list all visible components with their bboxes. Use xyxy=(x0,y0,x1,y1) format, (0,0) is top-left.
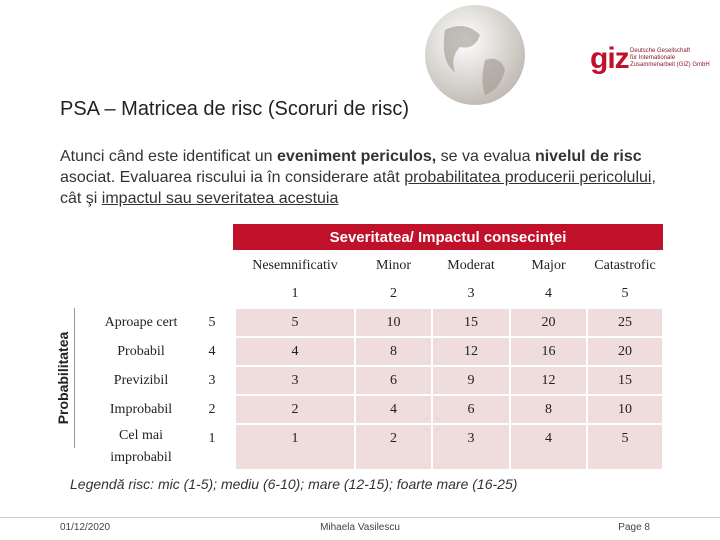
matrix-cell: 5 xyxy=(587,424,663,470)
paragraph-segment: Atunci când este identificat un xyxy=(60,148,278,165)
column-label: Nesemnificativ xyxy=(252,258,338,273)
footer-date: 01/12/2020 xyxy=(60,522,111,533)
legend: Legendă risc: mic (1-5); mediu (6-10); m… xyxy=(70,476,518,492)
paragraph-segment: probabilitatea producerii pericolului xyxy=(404,169,652,186)
column-score: 5 xyxy=(621,286,629,301)
paragraph-segment: se va evalua xyxy=(436,148,535,165)
matrix-cell: 1 xyxy=(235,424,355,470)
globe xyxy=(425,5,525,105)
title: PSA – Matricea de risc (Scoruri de risc) xyxy=(60,98,409,120)
footer-line xyxy=(0,517,720,518)
footer-page: Page 8 xyxy=(618,522,650,533)
matrix-cell: 9 xyxy=(432,366,510,395)
matrix-cell: 10 xyxy=(355,308,432,337)
matrix-cell: 2 xyxy=(235,395,355,424)
row-score: 4 xyxy=(208,343,216,359)
footer-author: Mihaela Vasilescu xyxy=(320,522,400,533)
matrix-cell: 8 xyxy=(355,337,432,366)
matrix-cell: 16 xyxy=(510,337,587,366)
matrix-cell: 10 xyxy=(587,395,663,424)
paragraph-segment: asociat. Evaluarea riscului ia în consid… xyxy=(60,169,405,186)
column-label: Catastrofic xyxy=(594,258,656,273)
matrix-cell: 20 xyxy=(510,308,587,337)
logo: giz xyxy=(590,42,630,75)
matrix-cell: 4 xyxy=(510,424,587,470)
row-score: 3 xyxy=(208,372,216,388)
org-line: für Internationale xyxy=(630,55,676,61)
paragraph-segment: impactul sau severitatea acestuia xyxy=(101,190,339,207)
matrix-cell: 4 xyxy=(355,395,432,424)
matrix-cell: 15 xyxy=(587,366,663,395)
column-label: Minor xyxy=(376,258,411,273)
matrix-cell: 20 xyxy=(587,337,663,366)
paragraph-segment: eveniment periculos, xyxy=(277,148,437,165)
matrix-cell: 6 xyxy=(432,395,510,424)
paragraph-segment: , cât şi xyxy=(60,169,656,207)
org-line: Zusammenarbeit (GIZ) GmbH xyxy=(630,62,710,68)
org-line: Deutsche Gesellschaft xyxy=(630,48,691,54)
matrix-cell: 15 xyxy=(432,308,510,337)
column-score: 4 xyxy=(545,286,552,301)
matrix-cell: 12 xyxy=(432,337,510,366)
column-label: Moderat xyxy=(447,258,495,273)
paragraph: Atunci când este identificat un evenimen… xyxy=(60,146,660,209)
row-label: Aproape cert xyxy=(104,314,178,330)
axis-side-box: Probabilitatea xyxy=(52,308,75,448)
matrix-cell: 2 xyxy=(355,424,432,470)
row-score: 1 xyxy=(208,430,216,446)
axis-top: Severitatea/ Impactul consecinţei xyxy=(233,224,663,250)
column-label: Major xyxy=(531,258,566,273)
row-label: Improbabil xyxy=(109,401,173,417)
matrix-cell: 3 xyxy=(235,366,355,395)
matrix-cell: 8 xyxy=(510,395,587,424)
matrix-cell: 25 xyxy=(587,308,663,337)
column-score: 2 xyxy=(390,286,397,301)
row-score: 2 xyxy=(208,401,216,417)
row-score: 5 xyxy=(208,314,216,330)
matrix-cell: 4 xyxy=(235,337,355,366)
row-label: Previzibil xyxy=(113,372,169,388)
matrix-cell: 3 xyxy=(432,424,510,470)
matrix-cell: 6 xyxy=(355,366,432,395)
org-name: Deutsche Gesellschaft für Internationale Z… xyxy=(630,48,710,69)
row-label: Probabil xyxy=(117,343,165,359)
column-score: 3 xyxy=(467,286,475,301)
matrix-cell: 12 xyxy=(510,366,587,395)
matrix-cell: 5 xyxy=(235,308,355,337)
paragraph-segment: nivelul de risc xyxy=(534,148,642,165)
axis-side: Probabilitatea xyxy=(55,331,71,425)
column-score: 1 xyxy=(291,286,299,301)
row-label: Cel mai improbabil xyxy=(110,428,172,465)
